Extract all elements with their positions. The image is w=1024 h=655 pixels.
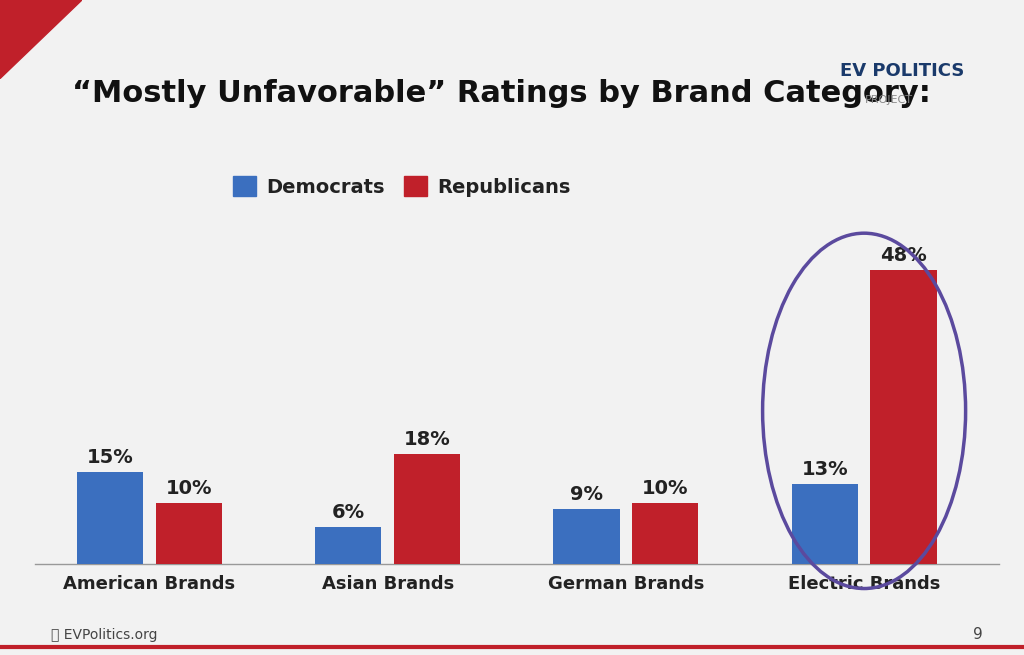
Bar	[77, 472, 143, 564]
Text: 9: 9	[973, 627, 983, 642]
Text: 10%: 10%	[166, 479, 212, 498]
Text: PROJECT: PROJECT	[865, 95, 913, 105]
Bar	[792, 485, 858, 564]
Text: 15%: 15%	[87, 448, 133, 467]
Text: 🚗 EVPolitics.org: 🚗 EVPolitics.org	[51, 628, 158, 642]
Text: 6%: 6%	[332, 503, 365, 522]
Text: 9%: 9%	[570, 485, 603, 504]
Bar	[156, 503, 222, 564]
Polygon shape	[0, 0, 82, 79]
Legend: Democrats, Republicans: Democrats, Republicans	[232, 176, 570, 196]
Text: 10%: 10%	[642, 479, 688, 498]
Bar	[870, 270, 937, 564]
Text: EV POLITICS: EV POLITICS	[840, 62, 964, 80]
Bar	[632, 503, 698, 564]
Text: “Mostly Unfavorable” Ratings by Brand Category:: “Mostly Unfavorable” Ratings by Brand Ca…	[72, 79, 931, 107]
Text: 13%: 13%	[802, 460, 848, 479]
Bar	[553, 509, 620, 564]
Text: 48%: 48%	[880, 246, 927, 265]
Bar	[315, 527, 381, 564]
Text: 18%: 18%	[403, 430, 451, 449]
Bar	[394, 454, 460, 564]
